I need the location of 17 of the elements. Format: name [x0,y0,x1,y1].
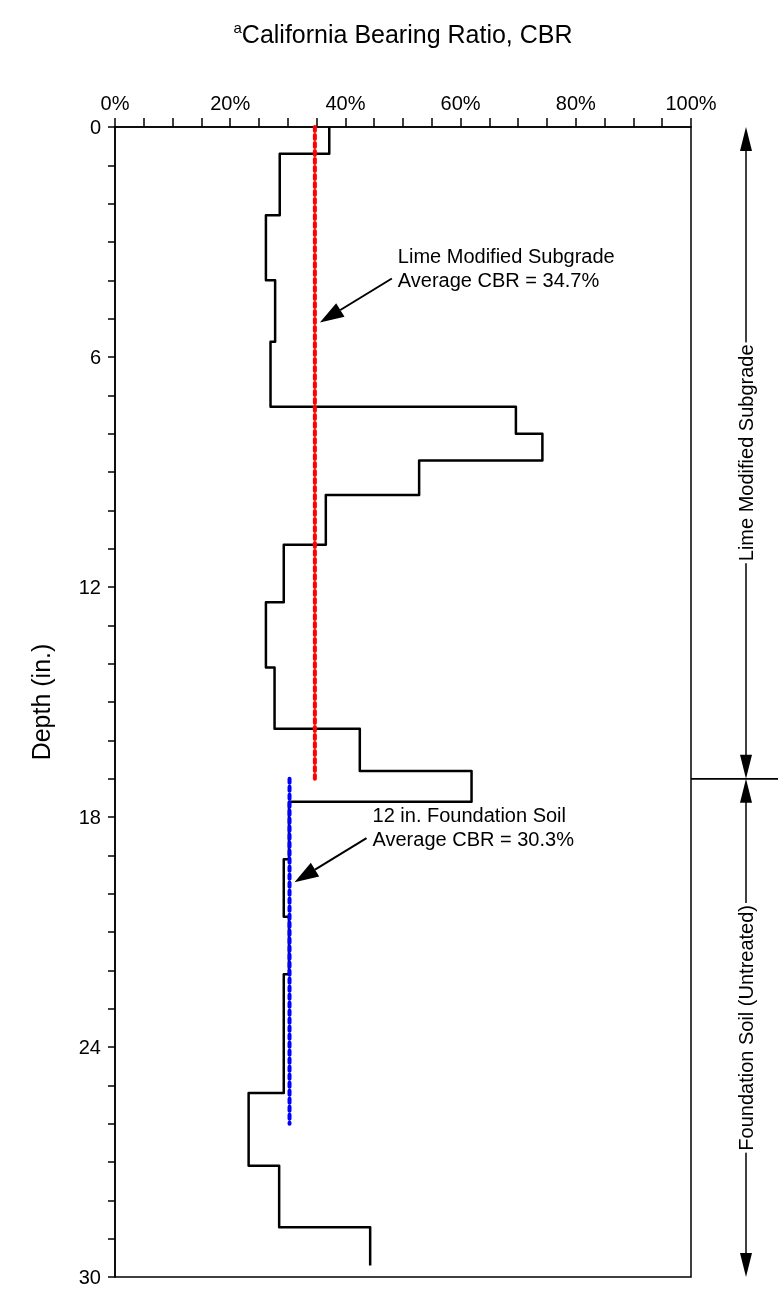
y-tick-label: 0 [89,116,101,138]
x-tick-label: 40% [325,92,366,114]
text: Foundation Soil (Untreated) [735,904,757,1151]
text: Lime Modified Subgrade [735,344,757,562]
x-tick-label: 0% [100,92,130,114]
x-tick-label: 100% [665,92,717,114]
y-tick-label: 18 [78,806,101,828]
annotation: Lime Modified Subgrade Average CBR = 34.7% [397,244,615,291]
x-tick-label: 80% [555,92,597,114]
y-tick-label: 24 [78,1036,101,1058]
y-tick-label: 30 [78,1266,101,1288]
y-tick-label: 6 [89,346,101,368]
x-tick-label: 60% [440,92,481,114]
y-tick-label: 12 [78,576,101,598]
y-axis-title: Depth (in.) [26,643,55,761]
x-tick-label: 20% [210,92,251,114]
annotation: 12 in. Foundation Soil Average CBR = 30.3% [372,804,575,851]
